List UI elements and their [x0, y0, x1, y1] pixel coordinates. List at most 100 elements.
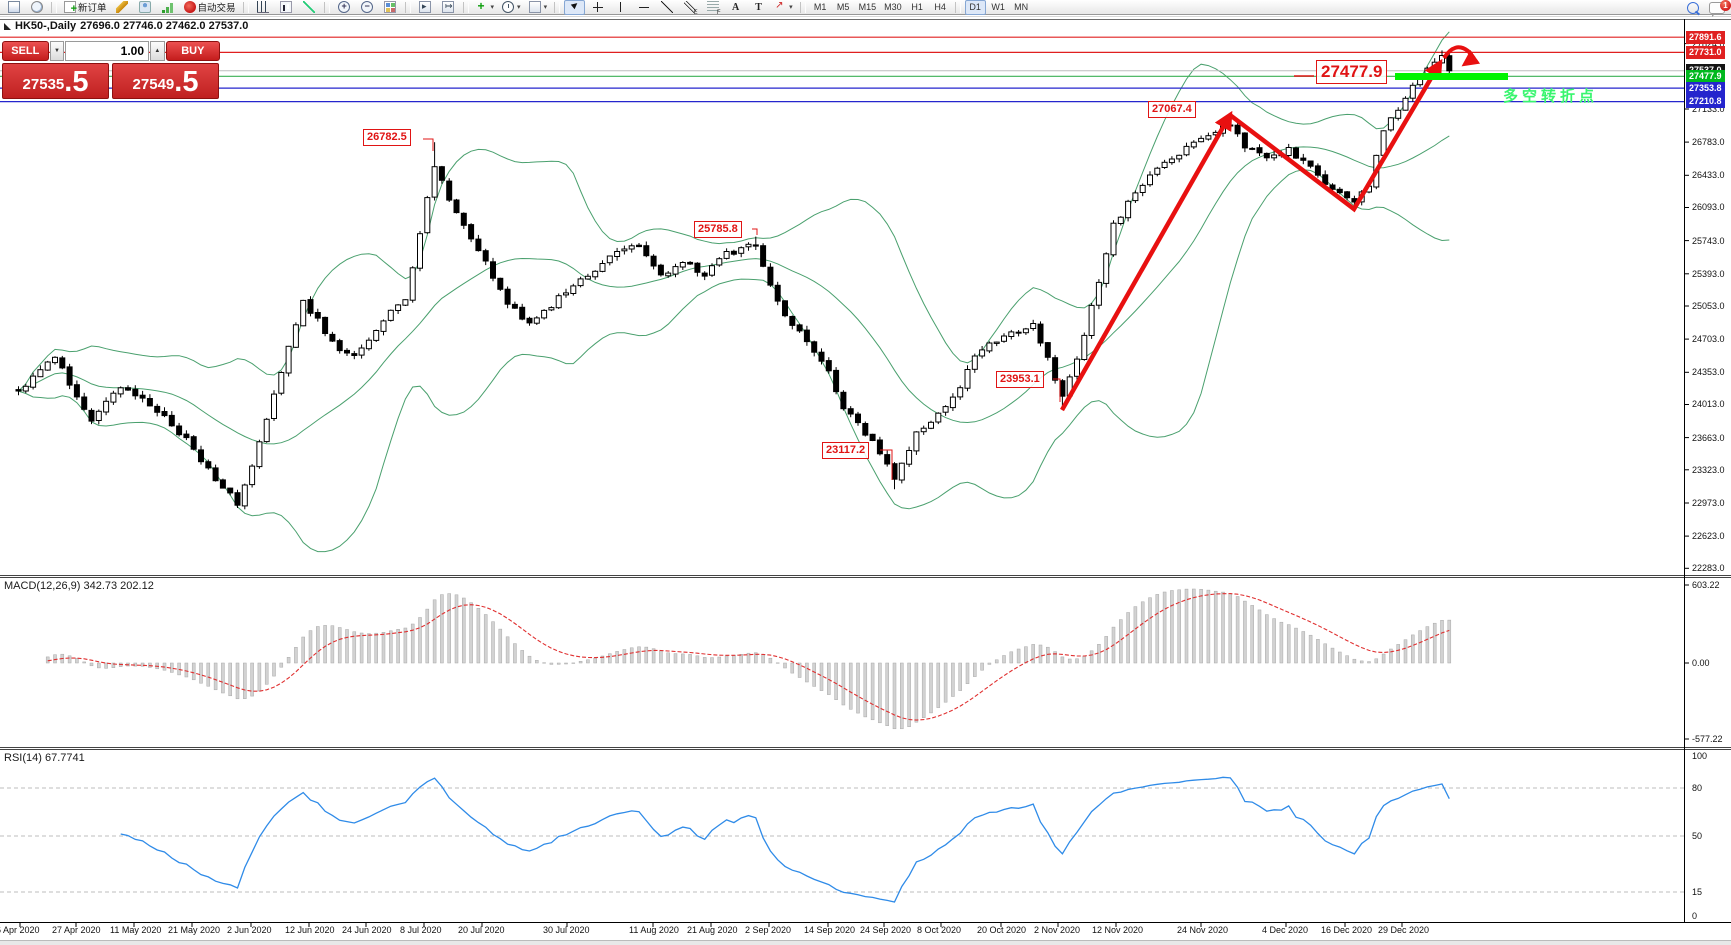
rsi-pane	[0, 776, 1684, 903]
turning-point-annotation[interactable]: 多空转折点	[1503, 88, 1599, 105]
timeline-date-label: 11 Aug 2020	[629, 925, 679, 935]
rsi-line	[120, 776, 1450, 903]
price-annotation-label[interactable]: 23953.1	[996, 371, 1044, 388]
templates-icon[interactable]: ▾	[526, 0, 551, 15]
new-order-button[interactable]: 新订单	[61, 0, 110, 15]
trendline-icon[interactable]	[656, 0, 677, 15]
chart-ohlc-text: 27696.0 27746.0 27462.0 27537.0	[80, 20, 249, 32]
price-annotation-label[interactable]: 23117.2	[822, 442, 870, 459]
profiles-icon[interactable]	[135, 0, 156, 15]
price-scale-label: 23663.0	[1692, 433, 1725, 443]
annotation-connector	[1053, 378, 1061, 402]
auto-scroll-icon[interactable]	[415, 0, 436, 15]
bollinger-upper-band	[18, 31, 1450, 392]
price-annotation-label[interactable]: 26782.5	[363, 129, 411, 146]
main-toolbar: 新订单 自动交易 ▾ ▾ ▾ A T ▾ M1 M5 M15 M30 H1 H4 D1 W1 MN	[0, 0, 1731, 16]
cursor-icon[interactable]	[564, 0, 586, 15]
tf-m30-label: M30	[884, 2, 902, 12]
timeline-date-label: 14 Sep 2020	[804, 925, 856, 935]
price-scale-label: 26433.0	[1692, 170, 1725, 180]
toolbar-separator	[554, 1, 561, 13]
timeline-date-label: 29 Dec 2020	[1378, 925, 1430, 935]
tf-m5[interactable]: M5	[833, 0, 854, 15]
search-icon[interactable]	[1687, 1, 1699, 14]
macd-pane	[45, 588, 1452, 730]
price-annotation-label[interactable]: 27067.4	[1148, 101, 1196, 118]
timeline-date-label: 24 Nov 2020	[1177, 925, 1229, 935]
tf-m30[interactable]: M30	[881, 0, 905, 15]
chat-icon[interactable]: 1	[1709, 0, 1731, 17]
price-scale-label: 27824.0	[1692, 39, 1725, 49]
arrows-tool-icon	[774, 0, 786, 13]
trade-panel-controls: SELL ▼ 1.00 ▲ BUY	[2, 41, 220, 61]
price-scale-label: 26783.0	[1692, 137, 1725, 147]
price-scale-label: 26093.0	[1692, 202, 1725, 212]
channel-icon	[683, 1, 698, 16]
text-tool-icon[interactable]: A	[725, 0, 746, 15]
price-scale-label: 22283.0	[1692, 563, 1725, 573]
dropdown-caret-icon: ▾	[517, 4, 521, 11]
arrows-tool-icon[interactable]: ▾	[771, 0, 796, 15]
toolbar-right: 1	[1687, 0, 1731, 17]
chart-window-icon[interactable]	[3, 0, 24, 15]
timeline-date-label: 2 Jun 2020	[227, 925, 272, 935]
dropdown-caret-icon: ▾	[789, 4, 793, 11]
notification-badge: 1	[1720, 0, 1731, 11]
tf-d1[interactable]: D1	[964, 0, 986, 15]
price-scale-label: 25743.0	[1692, 236, 1725, 246]
chart-line-icon[interactable]	[299, 0, 320, 15]
channel-icon[interactable]	[679, 0, 700, 16]
buy-button[interactable]: BUY	[165, 41, 220, 61]
print-preview-icon[interactable]	[26, 0, 47, 15]
text-label-tool-icon[interactable]: T	[748, 0, 769, 15]
chart-bars-icon[interactable]	[253, 0, 274, 15]
periods-clock-icon	[502, 1, 515, 13]
tf-m15[interactable]: M15	[856, 0, 880, 15]
sell-price-box[interactable]: 27535.5	[2, 63, 109, 99]
buy-price-main: 27549	[132, 76, 175, 93]
dropdown-caret-icon: ▾	[543, 4, 548, 11]
zoom-out-icon[interactable]	[357, 0, 378, 15]
price-annotation-label[interactable]: 25785.8	[694, 221, 742, 238]
price-scale-label: 22623.0	[1692, 531, 1725, 541]
zoom-in-icon[interactable]	[334, 0, 355, 15]
tf-mn[interactable]: MN	[1011, 0, 1032, 15]
styles-crayon-icon[interactable]	[112, 0, 133, 15]
tf-h1[interactable]: H1	[907, 0, 928, 15]
timeline-date-label: 2 Nov 2020	[1034, 925, 1081, 935]
chart-shift-icon[interactable]	[438, 0, 459, 15]
price-level-tag: 27731.0	[1686, 46, 1725, 59]
tf-h4[interactable]: H4	[930, 0, 951, 15]
crosshair-icon[interactable]	[587, 0, 608, 15]
price-annotation-label[interactable]: 27477.9	[1316, 60, 1388, 84]
buy-price-box[interactable]: 27549.5	[112, 63, 219, 99]
tf-m1[interactable]: M1	[810, 0, 831, 15]
zoom-out-icon	[361, 1, 374, 13]
price-scale-label: 25053.0	[1692, 301, 1725, 311]
tf-w1[interactable]: W1	[988, 0, 1009, 15]
chart-line-icon	[303, 1, 316, 13]
chart-candles-icon[interactable]	[276, 0, 297, 15]
styles-crayon-icon	[116, 1, 129, 13]
volume-increase-button[interactable]: ▲	[150, 41, 165, 61]
chart-bars-icon	[257, 1, 270, 13]
sell-button[interactable]: SELL	[2, 41, 49, 61]
volume-decrease-button[interactable]: ▼	[49, 41, 65, 61]
fibonacci-icon[interactable]	[702, 0, 723, 16]
toolbar-separator	[51, 1, 57, 13]
vertical-line-icon[interactable]	[610, 0, 631, 15]
autotrading-button[interactable]: 自动交易	[181, 0, 239, 15]
timeline-date-label: 12 Jun 2020	[285, 925, 335, 935]
horizontal-line-icon[interactable]	[633, 0, 654, 15]
volume-input[interactable]: 1.00	[65, 41, 149, 61]
one-click-trading-panel: SELL ▼ 1.00 ▲ BUY 27535.5 27549.5	[2, 41, 220, 99]
window-bottom-strip	[0, 940, 1731, 945]
tile-windows-icon[interactable]	[380, 0, 401, 15]
fibonacci-icon	[706, 1, 721, 16]
signals-icon[interactable]	[158, 0, 179, 15]
add-indicator-icon[interactable]: ▾	[473, 0, 498, 15]
macd-scale-label: 0.00	[1692, 658, 1710, 668]
periods-clock-icon[interactable]: ▾	[499, 0, 524, 15]
trendline-icon	[660, 1, 673, 13]
profiles-icon	[139, 1, 152, 13]
